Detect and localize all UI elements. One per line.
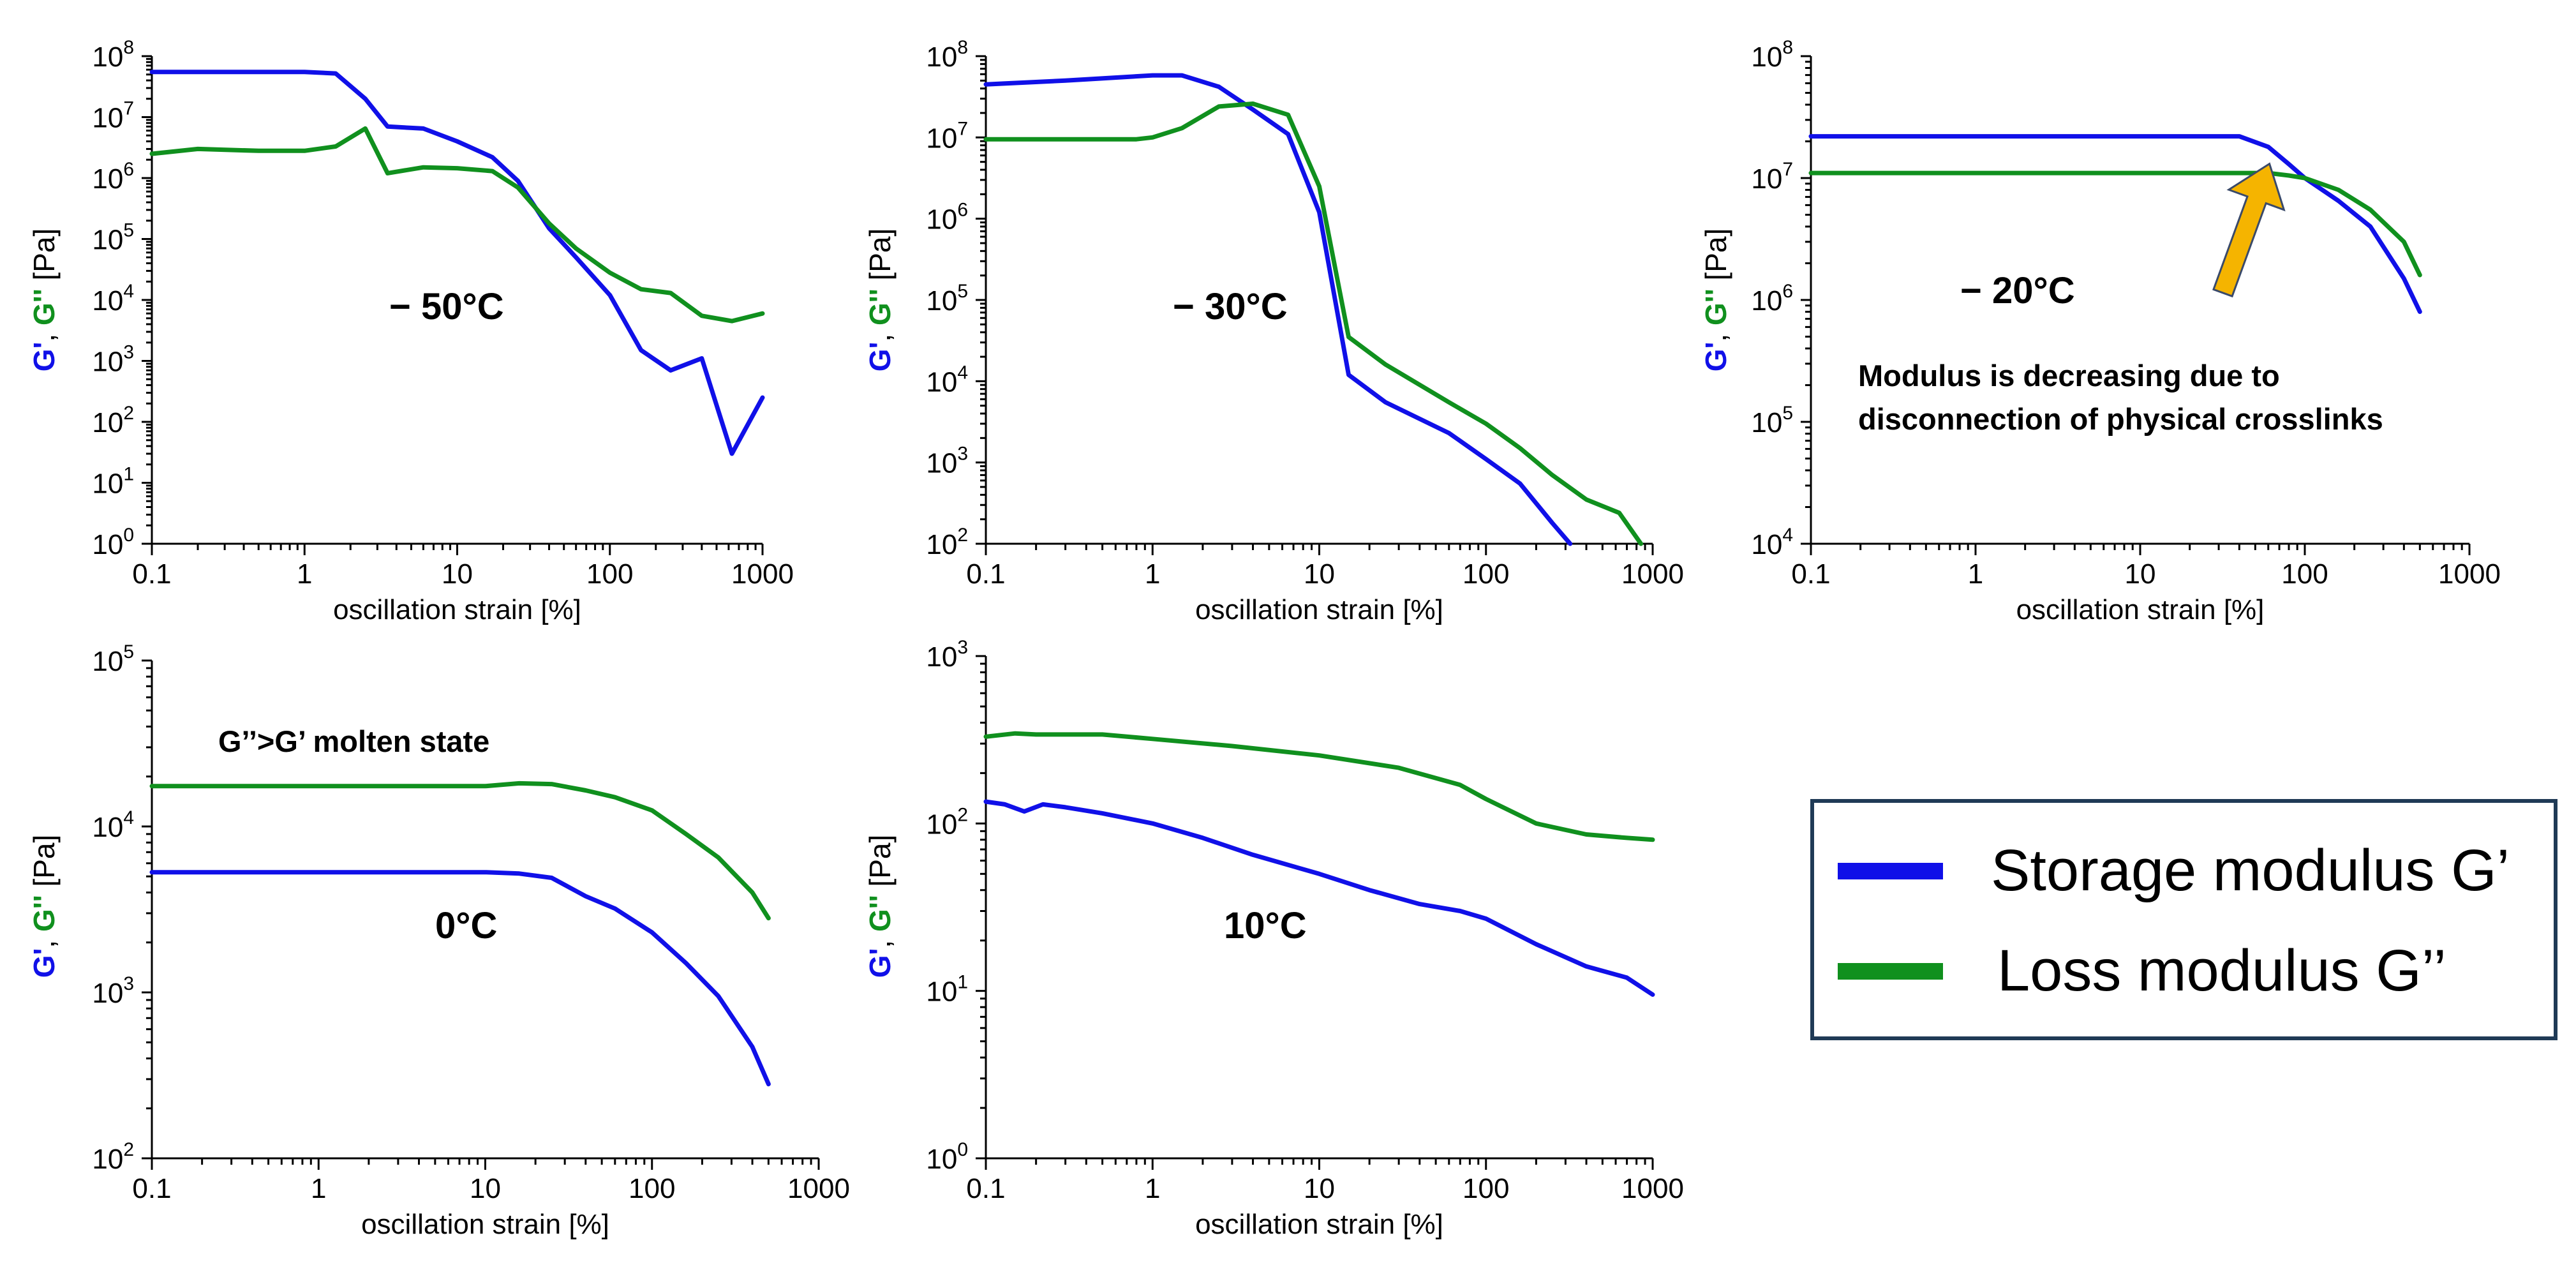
x-tick-label: 0.1 [966,1173,1005,1204]
series-line-loss-modulus [149,781,771,921]
temperature-label: − 20°C [1960,270,2075,311]
series-line-loss-modulus [1808,170,2422,278]
temperature-label: 0°C [435,905,497,946]
y-tick-label: 104 [1751,525,1793,560]
x-tick-label: 1000 [731,558,794,590]
y-tick-label: 108 [926,37,968,73]
x-tick-label: 1 [311,1173,326,1204]
annotation-text: G’’>G’ molten state [218,724,489,758]
y-axis-label: G', G'' [Pa] [27,228,61,372]
y-tick-label: 102 [92,1139,134,1175]
y-axis-label: G', G'' [Pa] [1699,228,1732,372]
x-tick-label: 100 [586,558,633,590]
y-tick-label: 107 [1751,159,1793,195]
y-tick-label: 102 [926,525,968,560]
x-tick-label: 100 [1463,1173,1509,1204]
y-tick-label: 104 [92,281,134,317]
y-tick-label: 107 [92,98,134,134]
y-axis-label: G', G'' [Pa] [863,228,897,372]
series-line-loss-modulus [149,126,765,324]
y-tick-label: 101 [926,972,968,1008]
x-tick-label: 1 [297,558,312,590]
y-tick-label: 107 [926,118,968,154]
legend-border [1810,799,2557,1040]
chart-panel-4: 0.1 1 10 100 1000 102 103 104 105 oscillation str… [27,641,850,1240]
y-tick-label: 101 [92,464,134,500]
chart-panel-3: 0.1 1 10 100 1000 104 105 106 107 108 oscillation … [1699,37,2501,625]
x-tick-label: 1000 [1621,558,1684,590]
x-tick-label: 0.1 [132,1173,171,1204]
chart-panel-2: 0.1 1 10 100 1000 102 103 104 105 106 107 108 oscill… [863,37,1684,625]
annotation-text: disconnection of physical crosslinks [1858,402,2383,436]
chart-panel-1: 0.1 1 10 100 1000 100 101 102 103 104 105 106 107 108… [27,37,794,625]
y-tick-label: 102 [926,804,968,840]
chart-panel-5: 0.1 1 10 100 1000 100 101 102 103 oscillation str… [863,637,1684,1240]
y-tick-label: 102 [92,403,134,438]
x-axis-label: oscillation strain [%] [1195,594,1443,625]
legend-label-storage: Storage modulus G’ [1991,838,2510,903]
y-tick-label: 103 [926,637,968,673]
x-tick-label: 1000 [1621,1173,1684,1204]
x-tick-label: 10 [1304,1173,1335,1204]
y-tick-label: 100 [926,1139,968,1175]
y-tick-label: 105 [92,641,134,677]
y-axis-label: G', G'' [Pa] [863,835,897,978]
y-axis-label: G', G'' [Pa] [27,835,61,978]
y-tick-label: 106 [1751,281,1793,317]
series-line-storage-modulus [1808,134,2422,314]
y-tick-label: 105 [92,220,134,256]
x-tick-label: 1000 [2438,558,2501,590]
x-tick-label: 0.1 [1791,558,1830,590]
series-line-storage-modulus [983,73,1573,546]
y-tick-label: 103 [92,973,134,1009]
x-tick-label: 10 [442,558,473,590]
x-tick-label: 1 [1145,558,1160,590]
x-tick-label: 10 [470,1173,501,1204]
x-tick-label: 10 [2125,558,2156,590]
x-tick-label: 10 [1304,558,1335,590]
x-tick-label: 100 [629,1173,675,1204]
temperature-label: 10°C [1224,905,1307,946]
y-tick-label: 100 [92,525,134,560]
y-tick-label: 108 [1751,37,1793,73]
y-tick-label: 105 [926,281,968,317]
x-tick-label: 1000 [787,1173,850,1204]
x-tick-label: 100 [2281,558,2328,590]
y-tick-label: 104 [926,362,968,398]
series-line-storage-modulus [149,70,765,456]
x-axis-label: oscillation strain [%] [333,594,581,625]
x-axis-label: oscillation strain [%] [1195,1209,1443,1240]
x-tick-label: 100 [1463,558,1509,590]
y-tick-label: 108 [92,37,134,73]
series-line-loss-modulus [983,731,1655,842]
y-tick-label: 104 [92,807,134,843]
y-tick-label: 103 [92,342,134,378]
y-tick-label: 105 [1751,403,1793,438]
legend-label-loss: Loss modulus G’’ [1997,938,2446,1003]
y-tick-label: 106 [92,159,134,195]
series-line-storage-modulus [149,870,771,1087]
x-tick-label: 0.1 [132,558,171,590]
x-axis-label: oscillation strain [%] [2016,594,2265,625]
series-line-storage-modulus [983,799,1655,997]
y-tick-label: 106 [926,200,968,235]
temperature-label: − 50°C [389,286,504,327]
x-tick-label: 1 [1968,558,1983,590]
x-tick-label: 0.1 [966,558,1005,590]
annotation-text: Modulus is decreasing due to [1858,359,2280,392]
x-tick-label: 1 [1145,1173,1160,1204]
x-axis-label: oscillation strain [%] [361,1209,609,1240]
annotation-arrow [2212,162,2286,298]
series-line-loss-modulus [983,101,1644,546]
chart-panels: 0.1 1 10 100 1000100101102103104105106107108… [27,37,2501,1240]
legend: Storage modulus G’ Loss modulus G’’ [1810,799,2557,1040]
temperature-label: − 30°C [1173,286,1288,327]
y-tick-label: 103 [926,444,968,479]
